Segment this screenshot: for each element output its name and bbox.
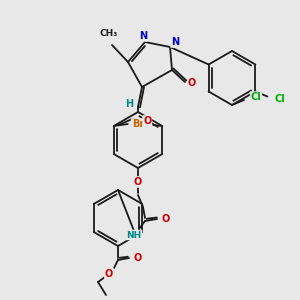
Text: O: O [134, 253, 142, 263]
Text: Cl: Cl [274, 94, 285, 104]
Text: O: O [162, 214, 170, 224]
Text: Cl: Cl [250, 92, 261, 102]
Text: H: H [125, 99, 133, 109]
Text: NH: NH [126, 230, 142, 239]
Text: Br: Br [132, 119, 144, 129]
Text: O: O [134, 177, 142, 187]
Text: O: O [143, 116, 152, 126]
Text: O: O [188, 78, 196, 88]
Text: CH₃: CH₃ [100, 29, 118, 38]
Text: N: N [171, 37, 179, 47]
Text: O: O [105, 269, 113, 279]
Text: N: N [139, 31, 147, 41]
